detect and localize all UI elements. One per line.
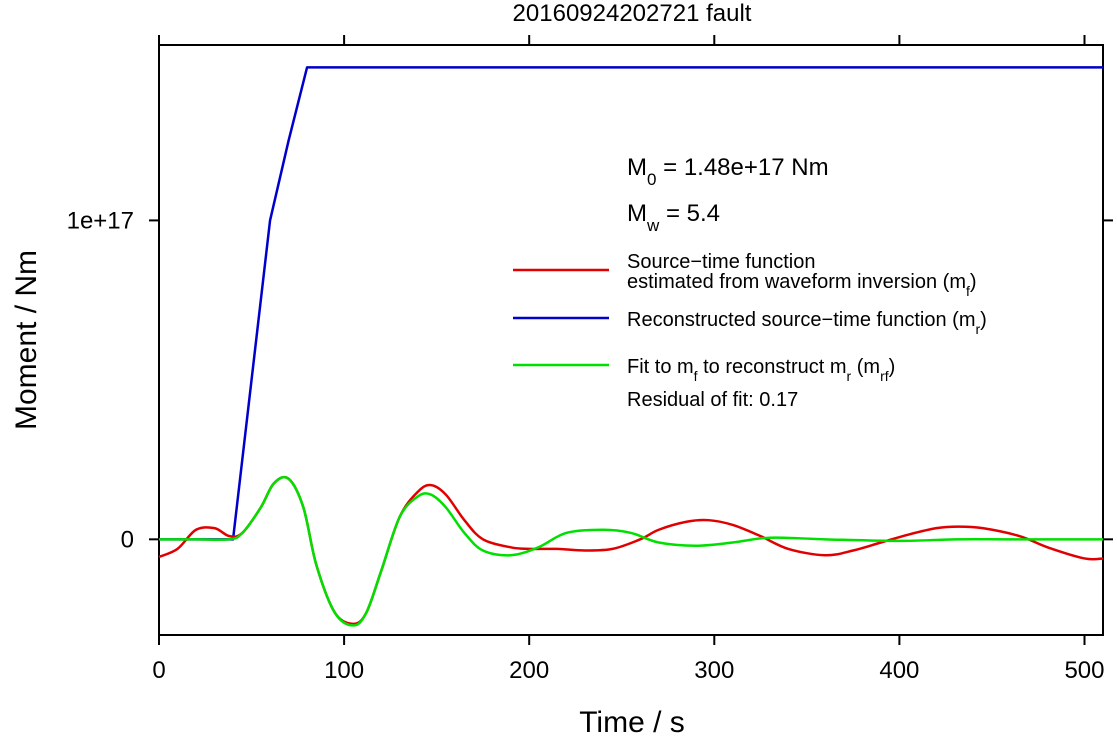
legend-label-mf-line1: Source−time function [627, 251, 815, 273]
y-axis-title: Moment / Nm [10, 250, 43, 430]
x-tick-label-3: 300 [694, 657, 734, 684]
moment-annotation: M0 = 1.48e+17 Nm [627, 154, 829, 189]
legend-label-mr: Reconstructed source−time function (mr) [627, 309, 987, 337]
series-line-mr [159, 66, 1103, 541]
axes: 0 100 200 300 400 500 0 1e+17 [67, 35, 1113, 684]
y-tick-label-0: 0 [121, 526, 134, 553]
x-tick-label-0: 0 [152, 657, 165, 684]
series-line-mrf [158, 475, 1103, 627]
x-tick-label-1: 100 [324, 657, 364, 684]
legend-label-mf-line2: estimated from waveform inversion (mf) [627, 271, 977, 299]
chart-title: 20160924202721 fault [513, 0, 752, 27]
legend-label-mrf: Fit to mf to reconstruct mr (mrf) [627, 356, 895, 384]
residual-text: Residual of fit: 0.17 [627, 389, 798, 411]
plot-lines [158, 66, 1104, 627]
x-axis-title: Time / s [579, 706, 685, 736]
annotations: M0 = 1.48e+17 Nm Mw = 5.4 Residual of fit:… [627, 154, 829, 411]
x-tick-label-2: 200 [509, 657, 549, 684]
y-tick-label-1: 1e+17 [67, 207, 134, 234]
x-tick-label-4: 400 [879, 657, 919, 684]
x-tick-label-5: 500 [1064, 657, 1104, 684]
magnitude-annotation: Mw = 5.4 [627, 200, 720, 235]
plot-frame [158, 44, 1104, 636]
